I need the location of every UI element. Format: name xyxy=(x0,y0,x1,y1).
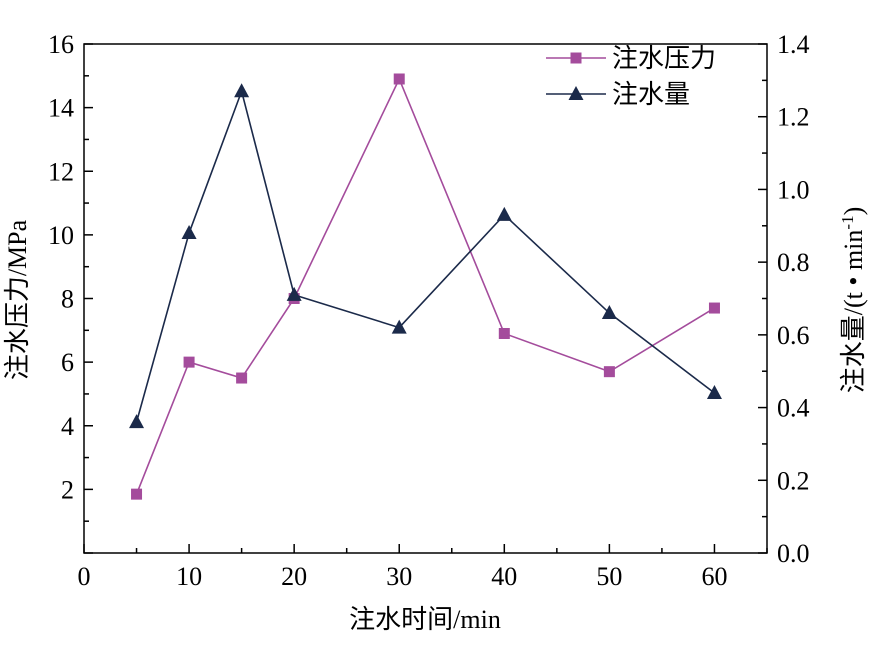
series-volume xyxy=(129,83,722,429)
x-axis-label: 注水时间/min xyxy=(349,605,501,634)
series-line xyxy=(135,88,715,423)
data-point xyxy=(129,414,145,429)
series-line xyxy=(135,77,715,495)
x-tick-label: 10 xyxy=(176,562,202,591)
right-y-tick-label: 0.8 xyxy=(777,248,810,277)
right-y-axis-label: 注水量/(t • min-1) xyxy=(838,207,868,394)
x-tick-label: 40 xyxy=(491,562,517,591)
right-y-axis-label-close: ) xyxy=(839,207,868,216)
right-y-tick-label: 0.0 xyxy=(777,539,810,568)
legend-marker xyxy=(570,52,582,64)
right-y-tick-label: 1.2 xyxy=(777,103,810,132)
right-y-tick-label: 0.2 xyxy=(777,466,810,495)
series xyxy=(129,73,722,500)
left-y-tick-label: 4 xyxy=(61,412,74,441)
right-y-axis-label-exponent: -1 xyxy=(838,215,857,229)
data-point xyxy=(286,286,302,301)
x-tick-label: 60 xyxy=(701,562,727,591)
data-point xyxy=(234,83,250,98)
left-y-tick-label: 16 xyxy=(48,30,74,59)
data-point xyxy=(393,73,405,85)
left-y-tick-label: 6 xyxy=(61,348,74,377)
x-tick-label: 20 xyxy=(281,562,307,591)
x-tick-label: 30 xyxy=(386,562,412,591)
data-point xyxy=(603,366,615,378)
right-y-tick-label: 1.4 xyxy=(777,30,810,59)
left-y-tick-label: 8 xyxy=(61,285,74,314)
legend-label: 注水量 xyxy=(612,80,690,109)
left-y-axis-label: 注水压力/MPa xyxy=(3,219,32,380)
series-pressure xyxy=(131,73,720,500)
left-y-tick-label: 10 xyxy=(48,221,74,250)
x-tick-label: 50 xyxy=(596,562,622,591)
legend-marker xyxy=(568,86,584,100)
right-y-axis-label-main: 注水量/(t • min xyxy=(839,230,868,394)
data-point xyxy=(236,372,248,384)
data-point xyxy=(131,488,143,500)
data-point xyxy=(706,385,722,400)
data-point xyxy=(181,225,197,240)
right-y-tick-label: 0.4 xyxy=(777,394,810,423)
data-point xyxy=(183,356,195,368)
data-point xyxy=(391,319,407,334)
left-y-tick-label: 12 xyxy=(48,157,74,186)
data-point xyxy=(708,302,720,314)
data-point xyxy=(601,305,617,320)
x-tick-label: 0 xyxy=(78,562,91,591)
right-y-tick-label: 1.0 xyxy=(777,175,810,204)
axes: 0 10 20 30 40 50 60 2 4 6 8 10 12 14 16 0.0 0.2 0.4 0.6 0.8… xyxy=(48,30,810,591)
left-y-tick-label: 2 xyxy=(61,475,74,504)
legend-label: 注水压力 xyxy=(612,44,716,73)
left-y-tick-label: 14 xyxy=(48,94,74,123)
right-y-tick-label: 0.6 xyxy=(777,321,810,350)
data-point xyxy=(498,327,510,339)
data-point xyxy=(496,206,512,221)
